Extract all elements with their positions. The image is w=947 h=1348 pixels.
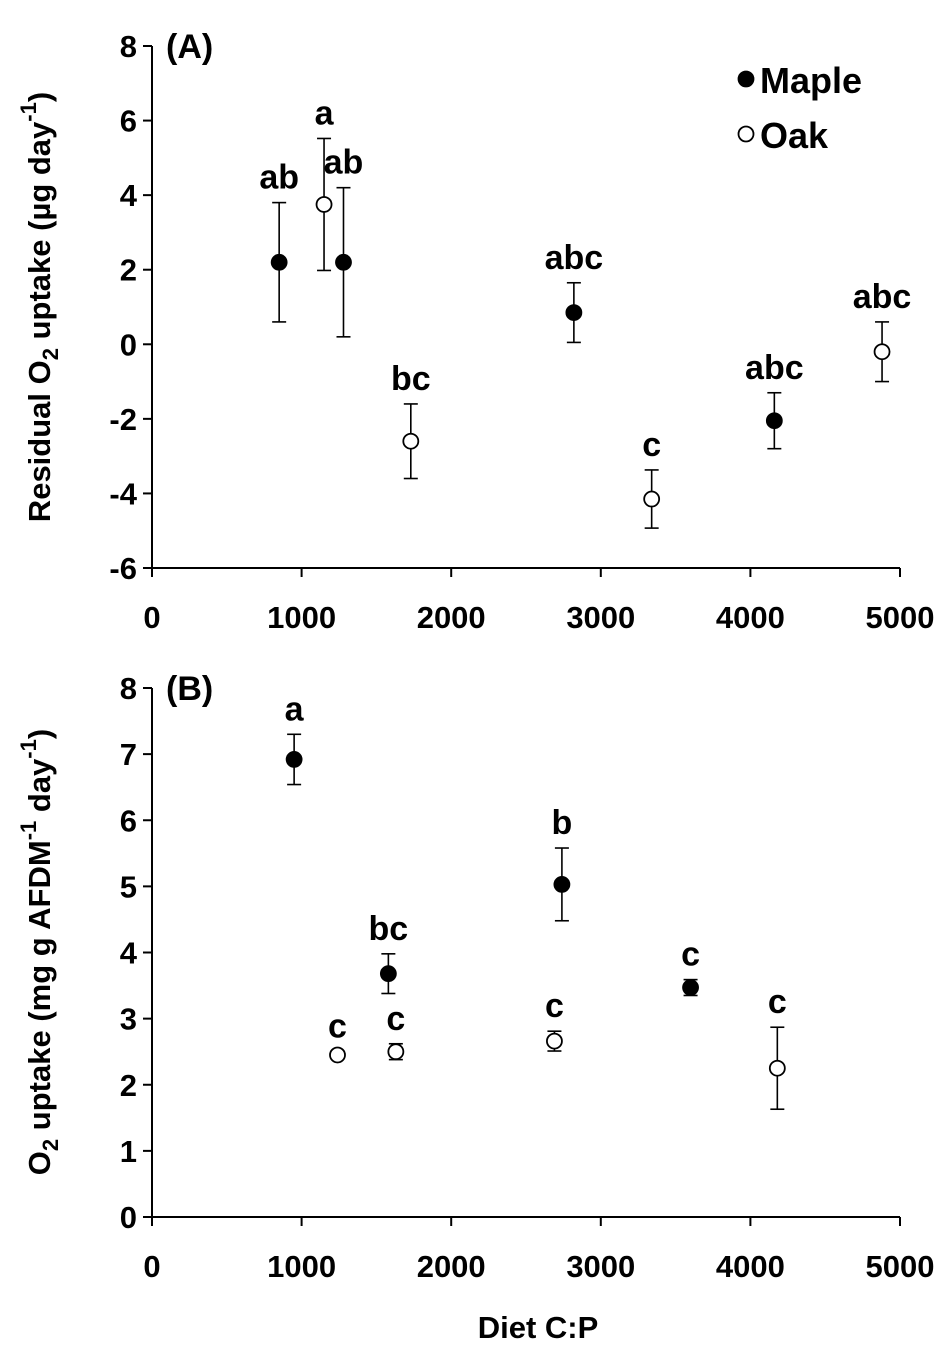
panel-b-maple-group-label: b xyxy=(552,804,573,842)
panel-b-maple-point xyxy=(553,875,571,893)
panel-b-y-tick-label: 4 xyxy=(120,936,138,971)
panel-a-maple-group-label: ab xyxy=(259,159,299,197)
panel-b-maple-group-label: bc xyxy=(369,910,409,948)
panel-a-oak-point xyxy=(643,490,661,508)
legend-marker-oak xyxy=(737,125,755,143)
panel-a-oak-group-label: abc xyxy=(853,278,912,316)
panel-b-y-tick-label: 3 xyxy=(120,1002,137,1037)
panel-b-oak-point xyxy=(546,1032,563,1050)
panel-b-oak-group-label: c xyxy=(386,1000,405,1038)
panel-a-x-tick-label: 3000 xyxy=(566,600,635,635)
panel-b-x-tick-label: 4000 xyxy=(716,1249,785,1284)
panel-a-y-tick-label: 0 xyxy=(120,327,137,362)
panel-a-y-tick-label: 4 xyxy=(120,178,138,213)
panel-a-maple-point xyxy=(335,253,352,271)
panel-b-oak-point xyxy=(768,1059,786,1077)
panel-b-x-axis-title: Diet C:P xyxy=(478,1310,599,1345)
legend-label-oak: Oak xyxy=(760,115,829,156)
panel-b-oak-group-label: c xyxy=(545,987,564,1025)
panel-b-panel-label: (B) xyxy=(166,670,213,708)
panel-a-maple-point xyxy=(565,304,583,321)
panel-a-oak-group-label: c xyxy=(642,426,661,464)
panel-b-chart: 0 1 2 3 4 5 6 7 8 0 1000 2000 3000 4000 5000 O2 uptake … xyxy=(16,670,934,1345)
panel-b-y-tick-label: 6 xyxy=(120,803,137,838)
panel-a-x-tick-label: 0 xyxy=(143,600,160,635)
panel-a-oak-group-label: a xyxy=(315,94,335,132)
panel-a-y-tick-label: -6 xyxy=(109,551,137,586)
panel-a-panel-label: (A) xyxy=(166,28,213,66)
panel-b-y-tick-label: 7 xyxy=(120,737,137,772)
panel-a-maple-group-label: ab xyxy=(324,144,364,182)
panel-a-y-tick-label: 6 xyxy=(120,104,137,139)
panel-a-y-tick-label: 8 xyxy=(120,29,137,64)
panel-b-x-tick-label: 1000 xyxy=(267,1249,336,1284)
panel-a-y-tick-label: -2 xyxy=(109,402,137,437)
legend-label-maple: Maple xyxy=(760,60,862,101)
panel-b-oak-point xyxy=(329,1046,346,1064)
panel-b-oak-point xyxy=(387,1043,405,1061)
panel-b-y-tick-label: 8 xyxy=(120,671,137,706)
panel-a-oak-point xyxy=(873,343,891,361)
legend-marker-maple xyxy=(737,70,755,88)
panel-b-maple-point xyxy=(682,979,699,996)
panel-b-maple-group-label: a xyxy=(285,690,305,728)
panel-a-y-axis-title: Residual O2 uptake (µg day-1) xyxy=(16,92,63,522)
panel-b-x-tick-label: 3000 xyxy=(566,1249,635,1284)
panel-b-maple-point xyxy=(285,751,303,768)
panel-b-x-tick-label: 0 xyxy=(143,1249,160,1284)
panel-b-x-tick-label: 5000 xyxy=(866,1249,935,1284)
panel-b-y-axis-title: O2 uptake (mg g AFDM-1 day-1) xyxy=(16,729,63,1175)
panel-a-x-tick-label: 5000 xyxy=(866,600,935,635)
panel-a-maple-point xyxy=(270,253,288,271)
panel-b-y-tick-label: 5 xyxy=(120,869,137,904)
panel-a-oak-point xyxy=(315,196,333,213)
panel-b-y-tick-label: 1 xyxy=(120,1134,137,1169)
panel-a-x-tick-label: 4000 xyxy=(716,600,785,635)
panel-a-maple-point xyxy=(765,412,783,430)
panel-b-maple-point xyxy=(379,965,397,983)
panel-a-chart: -6 -4 -2 0 2 4 6 8 0 1000 2000 3000 4000 5000 Residual… xyxy=(16,28,934,635)
panel-a-maple-group-label: abc xyxy=(545,239,604,277)
panel-b-maple-group-label: c xyxy=(681,936,700,974)
panel-b-oak-group-label: c xyxy=(768,983,787,1021)
panel-a-y-tick-label: 2 xyxy=(120,253,137,288)
panel-b-oak-group-label: c xyxy=(328,1008,347,1046)
panel-a-maple-group-label: abc xyxy=(745,349,804,387)
panel-b-y-tick-label: 0 xyxy=(120,1200,137,1235)
panel-a-x-tick-label: 2000 xyxy=(417,600,486,635)
panel-a-oak-group-label: bc xyxy=(391,360,431,398)
panel-b-x-tick-label: 2000 xyxy=(417,1249,486,1284)
panel-a-y-tick-label: -4 xyxy=(109,476,137,511)
panel-b-y-tick-label: 2 xyxy=(120,1068,137,1103)
panel-a-x-tick-label: 1000 xyxy=(267,600,336,635)
panel-a-oak-point xyxy=(402,432,420,450)
